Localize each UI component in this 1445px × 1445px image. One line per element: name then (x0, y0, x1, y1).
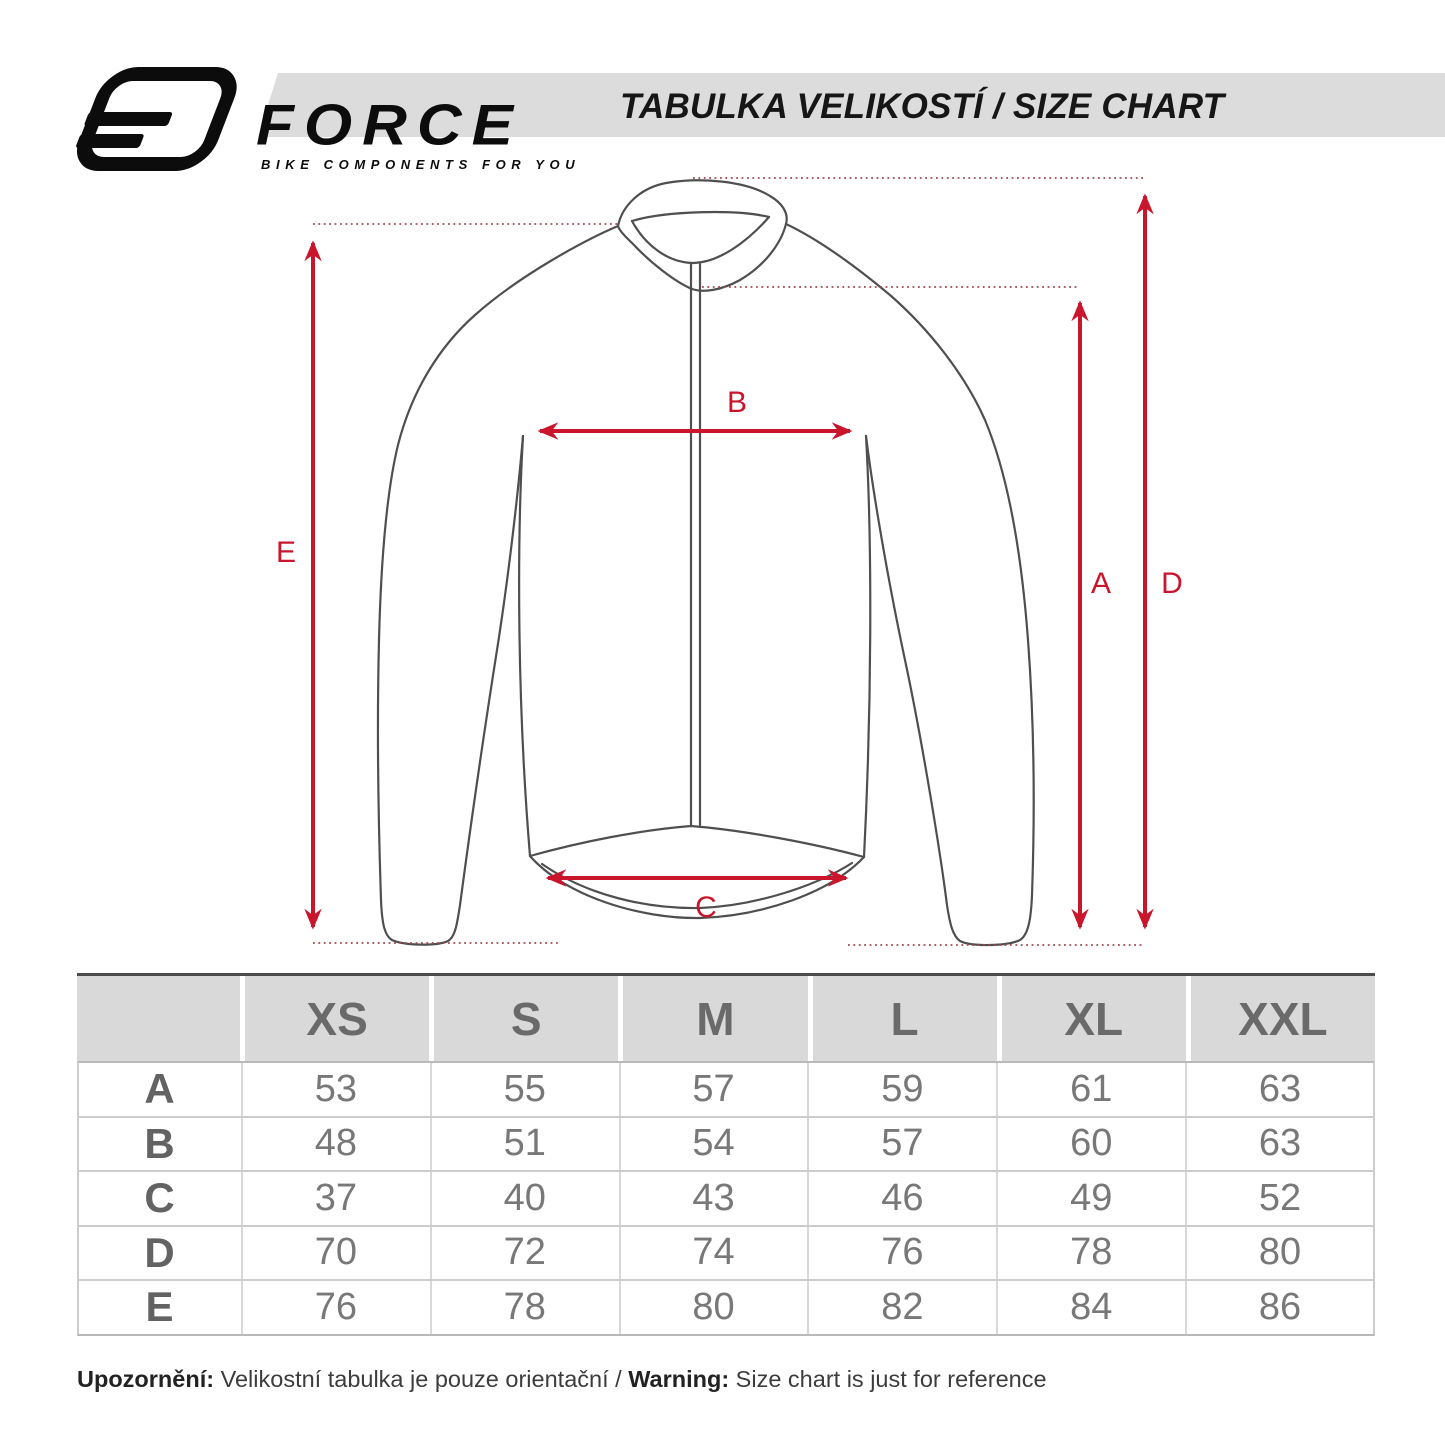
size-value-cell: 78 (996, 1226, 1184, 1279)
size-value-cell: 54 (618, 1117, 807, 1170)
size-value-cell: 76 (241, 1281, 429, 1334)
footer-note-bold: Warning: (628, 1366, 730, 1392)
size-value-cell: 80 (618, 1281, 807, 1334)
table-row: E 76 78 80 82 84 86 (79, 1281, 1373, 1334)
row-measure-label: D (144, 1228, 175, 1276)
force-logo-icon (76, 67, 237, 171)
page-title: TABULKA VELIKOSTÍ / SIZE CHART (620, 87, 1225, 126)
size-value-cell: 80 (1185, 1226, 1373, 1279)
measure-label-D: D (1161, 567, 1183, 600)
footer-note-text: Velikostní tabulka je pouze orientační / (214, 1366, 629, 1392)
size-value-cell: 43 (618, 1172, 807, 1225)
size-value-cell: 82 (807, 1281, 995, 1334)
row-measure-label: B (144, 1119, 175, 1167)
footer-note: Upozornění: Velikostní tabulka je pouze … (77, 1366, 1047, 1393)
table-row: B 48 51 54 57 60 63 (79, 1117, 1373, 1172)
table-row: A 53 55 57 59 61 63 (79, 1063, 1373, 1118)
size-value-cell: 74 (618, 1226, 807, 1279)
jersey-left-side (518, 434, 532, 858)
size-value-cell: 55 (429, 1063, 618, 1116)
size-column-header: M (623, 976, 808, 1061)
jersey-collar-inner-opening (630, 215, 771, 265)
header-band (258, 73, 1445, 137)
size-table-body: A 53 55 57 59 61 63 B 48 51 54 57 60 63 C 37 40 43 46 49 52 D… (77, 1061, 1375, 1336)
size-column-header: XL (1001, 976, 1186, 1061)
size-column-header: XS (245, 976, 430, 1061)
size-value-cell: 63 (1185, 1063, 1373, 1116)
row-measure-label: A (144, 1065, 175, 1113)
size-value-cell: 57 (807, 1117, 995, 1170)
measure-label-E: E (276, 536, 296, 569)
size-value-cell: 53 (241, 1063, 429, 1116)
size-value-cell: 48 (241, 1117, 429, 1170)
measure-label-B: B (727, 386, 747, 419)
brand-tagline: BIKE COMPONENTS FOR YOU (261, 157, 581, 172)
jersey-collar-inner-rim (630, 210, 771, 223)
jersey-measurement-diagram: E B C A D (76, 67, 1183, 947)
footer-note-text: Size chart is just for reference (729, 1366, 1047, 1392)
size-table: XS S M L XL XXL A 53 55 57 59 61 63 B 48 51 54 57 60 63 C 37… (77, 973, 1375, 1336)
size-value-cell: 40 (429, 1172, 618, 1225)
size-value-cell: 63 (1185, 1117, 1373, 1170)
jersey-collar-outer (616, 179, 788, 292)
size-value-cell: 72 (429, 1226, 618, 1279)
row-measure-label: C (144, 1174, 175, 1222)
jersey-right-sleeve (784, 222, 1035, 947)
size-value-cell: 84 (996, 1281, 1184, 1334)
size-value-cell: 49 (996, 1172, 1184, 1225)
table-row: D 70 72 74 76 78 80 (79, 1226, 1373, 1281)
jersey-right-side (862, 434, 872, 859)
size-value-cell: 52 (1185, 1172, 1373, 1225)
size-value-cell: 78 (429, 1281, 618, 1334)
measure-label-C: C (695, 891, 717, 924)
size-value-cell: 59 (807, 1063, 995, 1116)
table-row: C 37 40 43 46 49 52 (79, 1172, 1373, 1227)
size-value-cell: 46 (807, 1172, 995, 1225)
brand-name: FORCE (256, 93, 523, 158)
jersey-left-sleeve (376, 224, 620, 946)
size-value-cell: 76 (807, 1226, 995, 1279)
size-value-cell: 37 (241, 1172, 429, 1225)
measure-label-A: A (1091, 567, 1111, 600)
size-value-cell: 86 (1185, 1281, 1373, 1334)
size-table-corner-cell (77, 976, 240, 1061)
row-measure-label: E (145, 1283, 174, 1331)
size-column-header: L (812, 976, 997, 1061)
size-column-header: S (434, 976, 619, 1061)
size-value-cell: 70 (241, 1226, 429, 1279)
size-table-header: XS S M L XL XXL (77, 973, 1375, 1061)
jersey-hem-ridge (528, 824, 866, 859)
size-value-cell: 60 (996, 1117, 1184, 1170)
footer-note-bold: Upozornění: (77, 1366, 215, 1392)
size-column-header: XXL (1190, 976, 1375, 1061)
size-value-cell: 57 (618, 1063, 807, 1116)
size-value-cell: 61 (996, 1063, 1184, 1116)
size-value-cell: 51 (429, 1117, 618, 1170)
